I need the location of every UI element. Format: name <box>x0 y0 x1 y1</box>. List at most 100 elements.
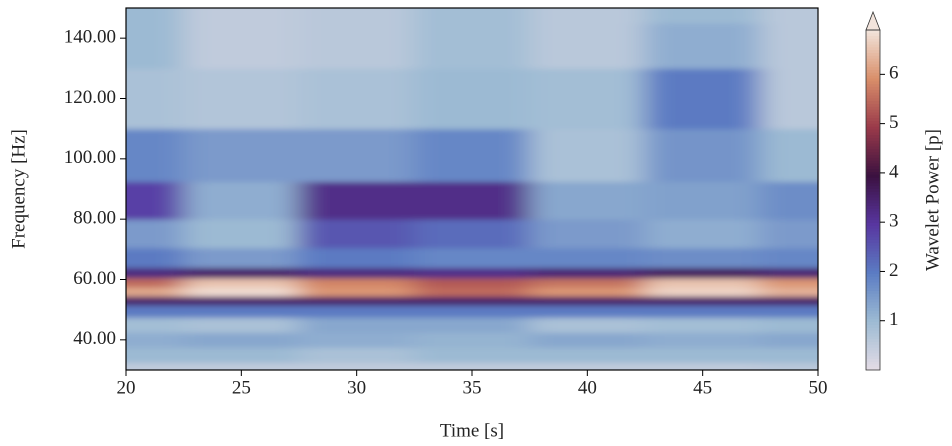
heat-cell <box>759 316 818 333</box>
colorbar-segment <box>866 43 880 48</box>
colorbar-segment <box>866 145 880 150</box>
colorbar-segment <box>866 304 880 308</box>
colorbar-segment <box>866 148 880 153</box>
colorbar-segment <box>866 137 880 141</box>
colorbar-segment <box>866 103 880 107</box>
heat-cell <box>183 346 300 363</box>
colorbar-segment <box>866 213 880 218</box>
colorbar-segment <box>866 100 880 104</box>
heat-cell <box>759 247 818 268</box>
heat-cell <box>126 247 185 268</box>
heat-cell <box>529 277 646 288</box>
heat-cell <box>183 22 300 69</box>
heat-cell <box>126 8 185 24</box>
colorbar-segment <box>866 245 880 249</box>
heat-cell <box>413 22 531 69</box>
heat-cell <box>126 286 185 297</box>
heat-cell <box>644 304 761 318</box>
heat-cell <box>183 304 300 318</box>
heat-cell <box>529 218 646 249</box>
x-tick-label: 20 <box>117 377 136 398</box>
heat-cell <box>126 304 185 318</box>
heat-cell <box>298 346 415 363</box>
colorbar-segment <box>866 92 880 96</box>
heat-cell <box>183 266 300 279</box>
colorbar-segment <box>866 83 880 87</box>
colorbar-segment <box>866 77 880 82</box>
heat-cell <box>759 180 818 220</box>
colorbar-segment <box>866 41 880 45</box>
colorbar-segment <box>866 276 880 280</box>
x-tick-label: 30 <box>347 377 366 398</box>
heat-cell <box>413 8 531 24</box>
colorbar-segment <box>866 267 880 272</box>
colorbar-segment <box>866 182 880 187</box>
heat-cell <box>298 316 415 333</box>
colorbar-segment <box>866 281 880 286</box>
heat-cell <box>298 128 415 182</box>
colorbar-segment <box>866 211 880 215</box>
x-axis-label: Time [s] <box>440 420 504 441</box>
colorbar-segment <box>866 315 880 320</box>
heat-cell <box>759 128 818 182</box>
colorbar-segment <box>866 264 880 269</box>
colorbar-segment <box>866 253 880 257</box>
x-tick-label: 40 <box>578 377 597 398</box>
y-tick-label: 60.00 <box>73 268 116 289</box>
heat-cell <box>413 180 531 220</box>
heat-cell <box>529 180 646 220</box>
heat-cell <box>183 247 300 268</box>
colorbar-segment <box>866 259 880 263</box>
heat-cell <box>298 295 415 306</box>
heat-cell <box>183 331 300 348</box>
heat-cell <box>759 67 818 130</box>
heat-cell <box>298 8 415 24</box>
colorbar-segment <box>866 279 880 283</box>
y-tick-label: 80.00 <box>73 208 116 229</box>
colorbar-tick-label: 6 <box>889 63 899 84</box>
colorbar-segment <box>866 208 880 212</box>
heat-cell <box>644 361 761 370</box>
colorbar-segment <box>866 106 880 110</box>
heat-cell <box>529 286 646 297</box>
heat-cell <box>529 8 646 24</box>
colorbar-segment <box>866 162 880 167</box>
colorbar-segment <box>866 143 880 147</box>
colorbar-segment <box>866 216 880 221</box>
colorbar-tick-label: 1 <box>889 309 899 330</box>
heat-cell <box>126 218 185 249</box>
heat-cell <box>644 266 761 279</box>
heat-cell <box>529 361 646 370</box>
colorbar-segment <box>866 273 880 277</box>
colorbar-segment <box>866 89 880 93</box>
colorbar-segment <box>866 196 880 201</box>
heat-cell <box>126 67 185 130</box>
y-tick-label: 140.00 <box>64 27 116 48</box>
heat-cell <box>759 346 818 363</box>
colorbar-segment <box>866 32 880 36</box>
colorbar-segment <box>866 134 880 138</box>
colorbar-segment <box>866 69 880 73</box>
heat-cell <box>298 22 415 69</box>
heat-cell <box>298 180 415 220</box>
colorbar-segment <box>866 174 880 178</box>
heat-cell <box>413 361 531 370</box>
colorbar-segment <box>866 58 880 62</box>
colorbar-segment <box>866 307 880 311</box>
colorbar-segment <box>866 188 880 192</box>
heat-cell <box>298 277 415 288</box>
heat-cell <box>644 286 761 297</box>
heat-cell <box>298 266 415 279</box>
y-tick-label: 40.00 <box>73 328 116 349</box>
heat-cell <box>413 316 531 333</box>
colorbar-segment <box>866 199 880 204</box>
colorbar-segment <box>866 358 880 362</box>
heat-cell <box>644 22 761 69</box>
heat-cell <box>413 304 531 318</box>
heat-cell <box>183 361 300 370</box>
heat-cell <box>644 277 761 288</box>
colorbar-segment <box>866 157 880 161</box>
heat-cell <box>644 180 761 220</box>
colorbar-tick-label: 3 <box>889 211 899 232</box>
colorbar-segment <box>866 344 880 348</box>
